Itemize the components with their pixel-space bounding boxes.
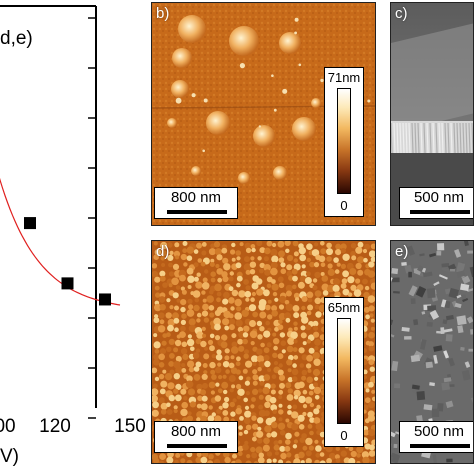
afm-panel-b: b) 71nm 0 800 nm <box>151 2 376 226</box>
x-tick-label: 00 <box>0 416 16 437</box>
afm-grain <box>172 48 192 68</box>
colorbar-min-b: 0 <box>340 198 348 213</box>
afm-grain <box>206 111 230 135</box>
afm-grain <box>311 98 321 108</box>
data-point <box>24 217 36 230</box>
colorbar-b: 71nm 0 <box>324 67 364 217</box>
afm-grain <box>167 118 177 128</box>
plot-right-ticks <box>88 17 96 419</box>
afm-panel-d: d) 65nm 0 800 nm <box>151 240 376 464</box>
afm-image-d <box>152 241 375 463</box>
panel-label-b: b) <box>156 5 170 22</box>
scalebar-e: 500 nm <box>399 421 473 453</box>
panel-label-c: c) <box>395 5 408 22</box>
data-markers <box>24 217 111 306</box>
panel-label-e: e) <box>395 243 409 260</box>
x-ticks: 00 120 150 <box>0 416 146 437</box>
afm-grain <box>191 166 201 176</box>
scalebar-c: 500 nm <box>399 187 473 219</box>
data-point <box>99 293 111 306</box>
afm-grain <box>178 15 206 43</box>
x-tick-label: 120 <box>39 416 71 437</box>
scalebar-b: 800 nm <box>154 187 238 219</box>
colorbar-d: 65nm 0 <box>324 297 364 447</box>
sem-panel-c: c) 500 nm <box>390 2 474 226</box>
colorbar-min-d: 0 <box>340 428 348 443</box>
x-axis-fragment: V) <box>0 446 19 467</box>
scalebar-d: 800 nm <box>154 421 238 453</box>
panel-label-d: d) <box>156 243 170 260</box>
data-point <box>61 277 74 290</box>
y-axis-fragment: d,e) <box>0 28 33 49</box>
scalebar-label-b: 800 nm <box>170 189 222 206</box>
afm-grain <box>238 172 250 184</box>
afm-grain <box>171 80 189 98</box>
scatter-plot: d,e) 00 120 150 V) <box>0 5 146 467</box>
afm-grain <box>229 26 259 56</box>
colorbar-max-d: 65nm <box>327 300 361 315</box>
x-tick-label: 150 <box>114 416 146 437</box>
sem-panel-e: e) 500 nm <box>390 240 474 464</box>
afm-grains-b <box>160 15 371 213</box>
scalebar-label-e: 500 nm <box>413 423 465 440</box>
afm-grain <box>279 32 301 54</box>
scalebar-label-c: 500 nm <box>413 189 465 206</box>
afm-grain <box>253 125 275 147</box>
afm-grain <box>273 166 287 180</box>
afm-grain <box>292 117 316 141</box>
fit-curve <box>0 177 121 306</box>
colorbar-max-b: 71nm <box>327 70 361 85</box>
scalebar-label-d: 800 nm <box>170 423 222 440</box>
scatter-plot-panel: d,e) 00 120 150 V) <box>0 0 150 474</box>
